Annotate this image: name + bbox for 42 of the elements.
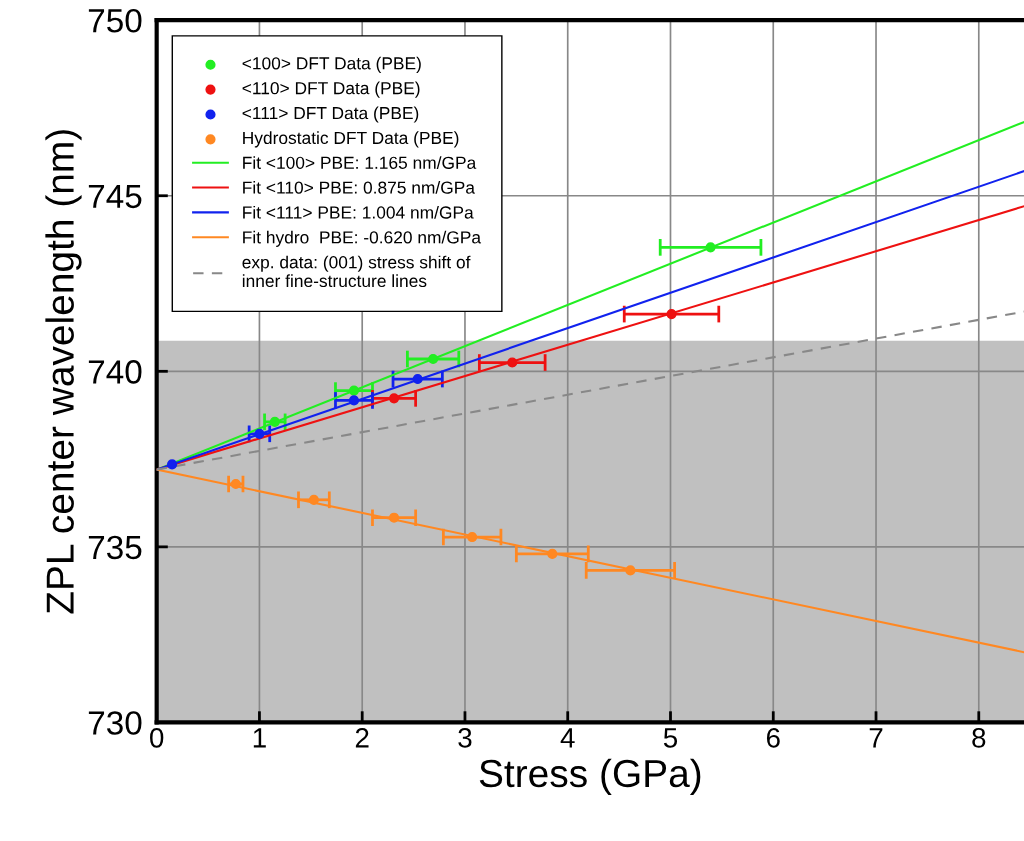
legend-label: Fit <111> PBE: 1.004 nm/GPa <box>243 205 474 219</box>
legend-label: Hydrostatic DFT Data (PBE) <box>243 131 459 148</box>
y-tick-label: 750 <box>88 8 142 33</box>
x-tick-label: 5 <box>663 728 678 748</box>
x-tick-label: 7 <box>869 728 883 748</box>
legend-label: Fit hydro PBE: -0.620 nm/GPa <box>243 230 482 247</box>
point <box>428 353 439 365</box>
point <box>467 531 478 543</box>
point <box>547 548 558 559</box>
y-axis-title: ZPL center wavelength (nm) <box>45 130 82 614</box>
legend-label: Fit <100> PBE: 1.165 nm/GPa <box>243 156 477 169</box>
point <box>348 395 360 406</box>
point <box>166 459 178 470</box>
legend-label: <100> DFT Data (PBE) <box>242 56 421 73</box>
x-tick-label: 3 <box>458 728 472 748</box>
point <box>666 308 677 320</box>
point <box>412 373 423 385</box>
point <box>388 512 400 523</box>
point <box>348 385 360 396</box>
x-axis-title: Stress (GPa) <box>479 758 701 795</box>
y-tick-label: 735 <box>88 535 142 560</box>
point <box>507 357 518 368</box>
x-tick-label: 2 <box>355 728 369 748</box>
y-tick-label: 745 <box>88 184 142 209</box>
point <box>230 478 241 490</box>
x-tick-label: 1 <box>253 728 266 748</box>
point <box>388 393 400 404</box>
point <box>705 242 716 253</box>
legend-label: exp. data: (001) stress shift of inner fine-structure lines <box>242 255 471 288</box>
x-tick-label: 6 <box>766 728 780 748</box>
x-tick-label: 8 <box>972 728 986 748</box>
point <box>269 416 280 427</box>
point <box>308 494 319 505</box>
legend-label: <111> DFT Data (PBE) <box>242 106 419 123</box>
y-tick-label: 740 <box>88 360 142 384</box>
x-tick-label: 4 <box>560 728 575 748</box>
x-tick-label: 0 <box>150 728 164 748</box>
point <box>254 428 265 439</box>
y-tick-label: 730 <box>88 711 142 735</box>
point <box>625 565 636 576</box>
legend-label: <110> DFT Data (PBE) <box>242 81 420 98</box>
legend-label: Fit <110> PBE: 0.875 nm/GPa <box>243 181 475 194</box>
